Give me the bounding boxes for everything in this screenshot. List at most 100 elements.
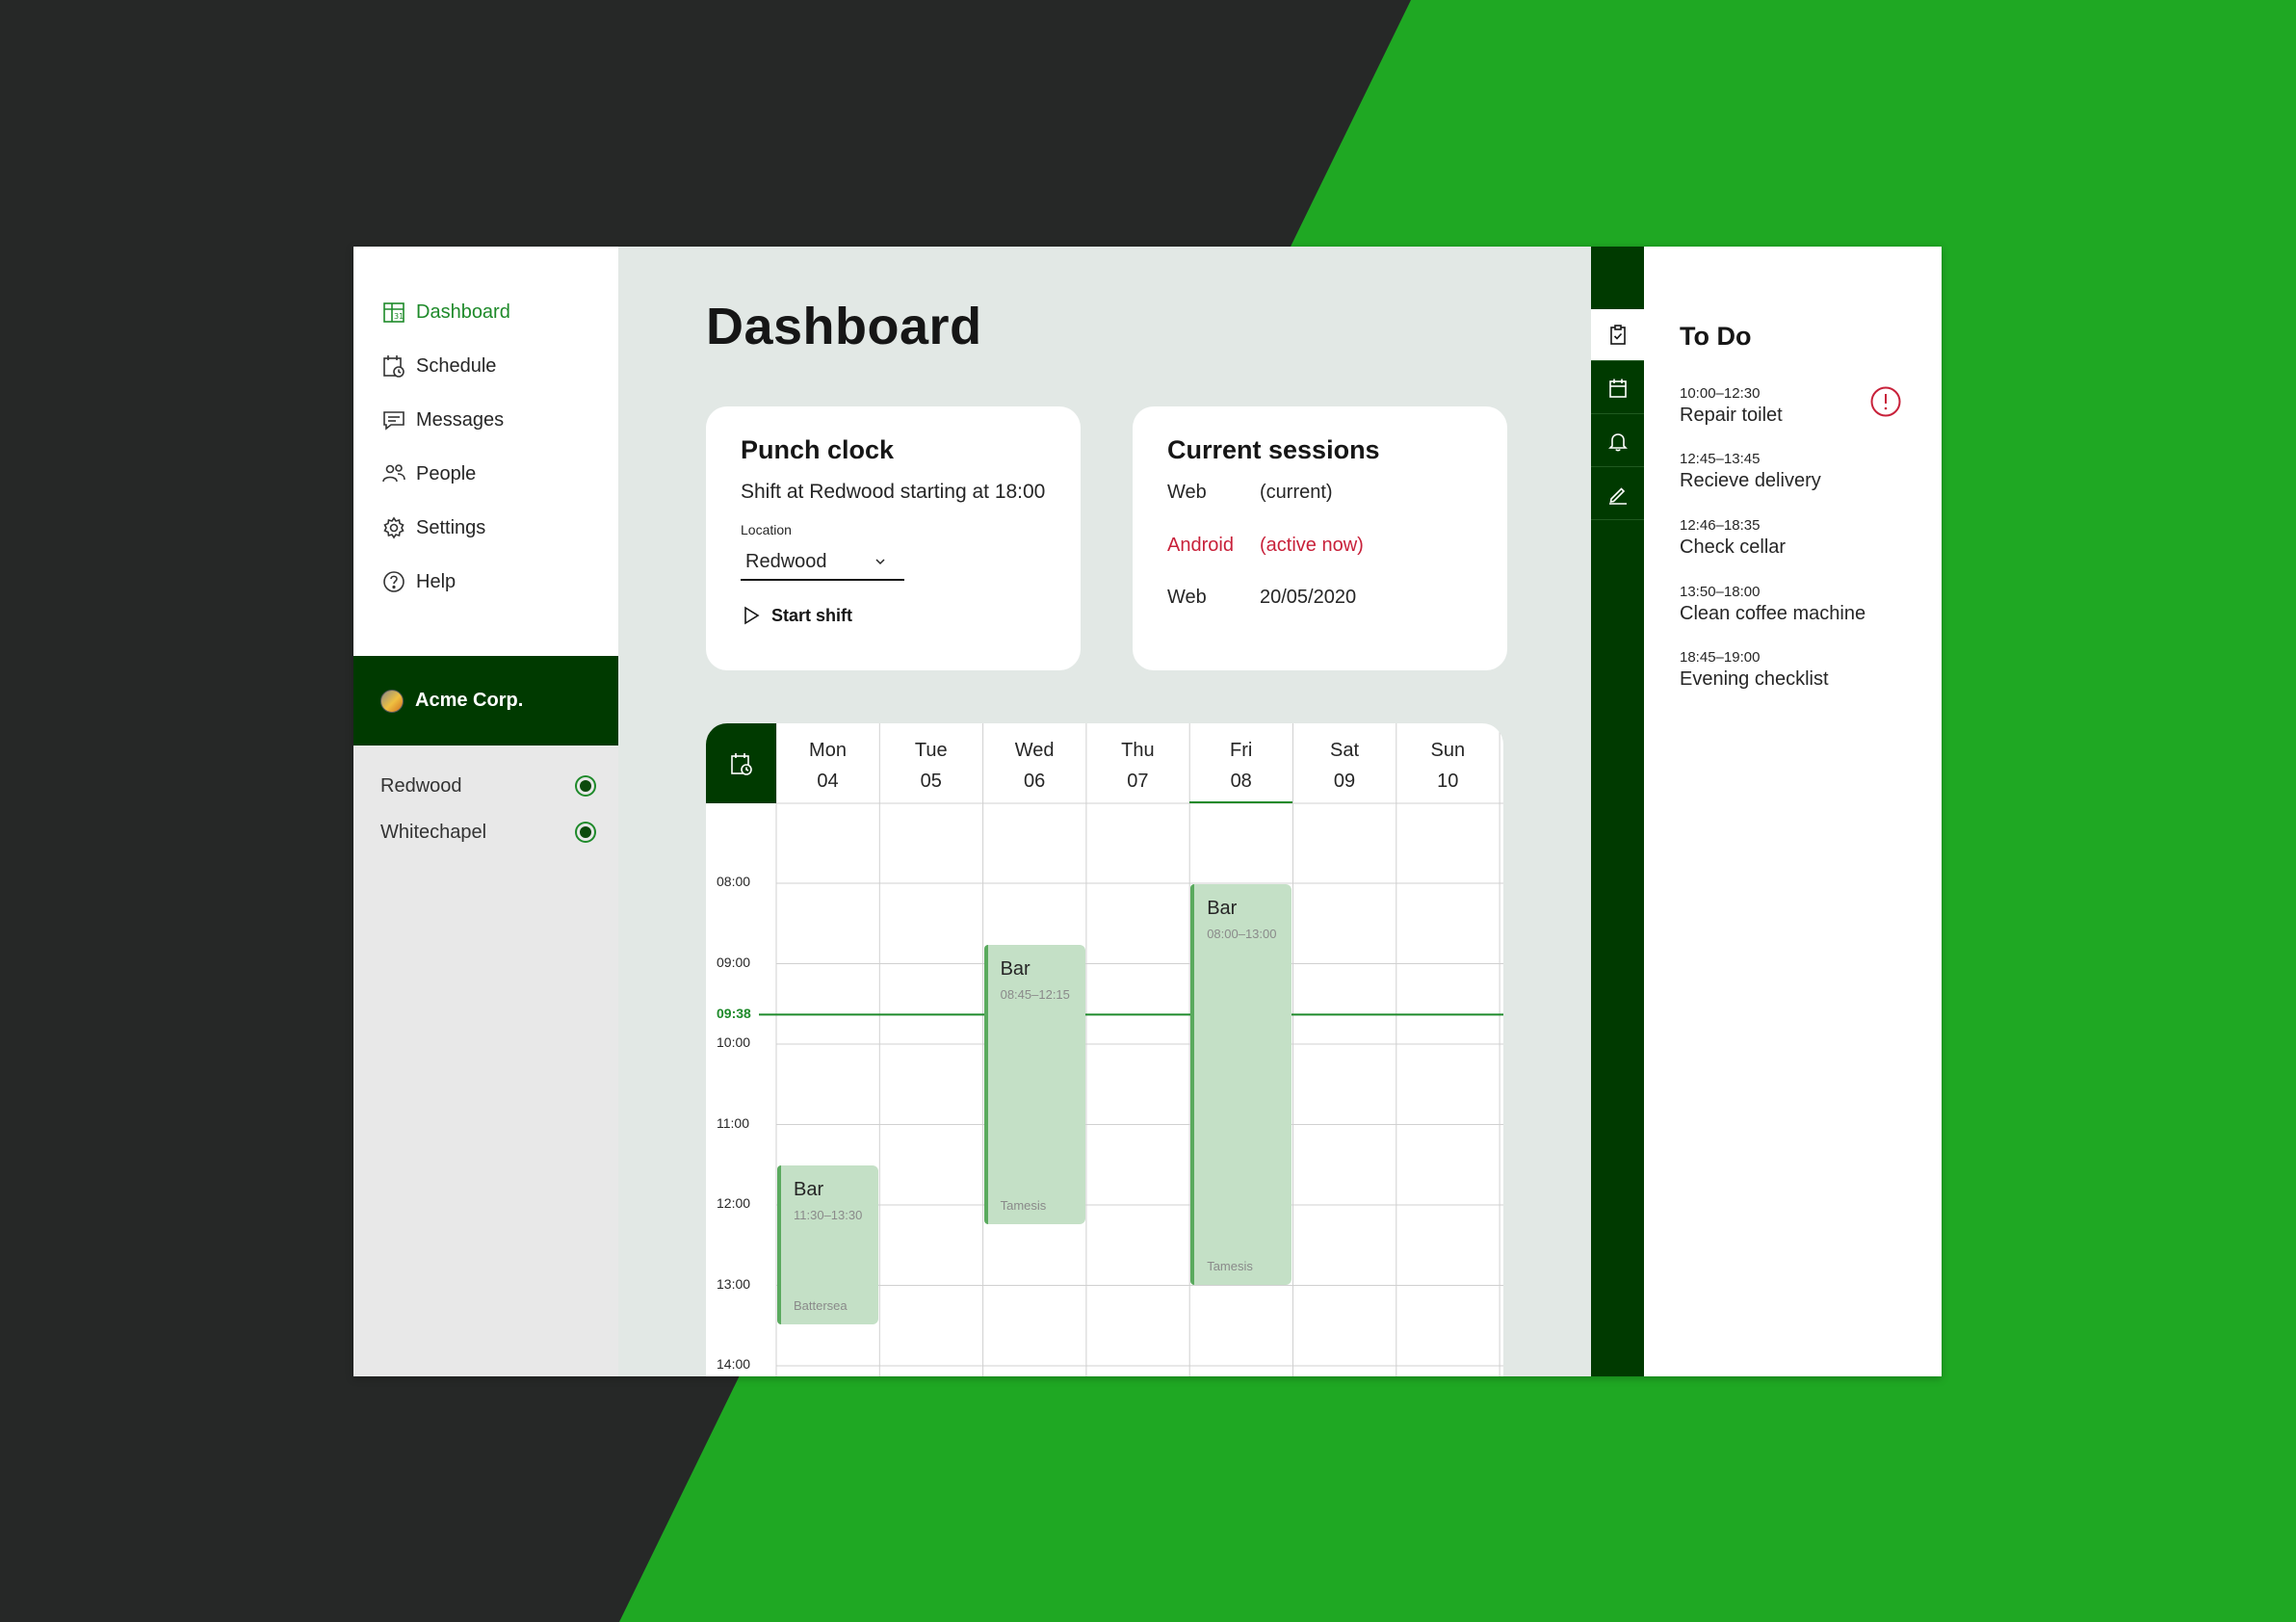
shift-info: Shift at Redwood starting at 18:00 bbox=[741, 481, 1046, 503]
nav-item-people[interactable]: People bbox=[381, 455, 476, 493]
todo-time: 18:45–19:00 bbox=[1680, 649, 1761, 666]
schedule-clock-icon bbox=[383, 355, 404, 378]
todo-text: Repair toilet bbox=[1680, 405, 1783, 426]
nav-item-help[interactable]: Help bbox=[381, 562, 456, 601]
session-row: Android (active now) bbox=[1167, 535, 1364, 563]
todo-text: Check cellar bbox=[1680, 536, 1787, 558]
right-rail bbox=[1591, 247, 1644, 1376]
org-switcher[interactable]: Acme Corp. bbox=[353, 656, 618, 746]
rail-todo-button[interactable] bbox=[1591, 309, 1644, 361]
hour-label: 12:00 bbox=[717, 1195, 751, 1211]
schedule-clock-icon bbox=[730, 752, 752, 775]
session-device: Android bbox=[1167, 535, 1234, 556]
nav-item-schedule[interactable]: Schedule bbox=[381, 347, 496, 385]
event-time: 08:45–12:15 bbox=[1000, 986, 1070, 1002]
dashboard-calendar-icon: 31 bbox=[383, 302, 404, 323]
nav-label: Messages bbox=[416, 408, 505, 431]
start-shift-button[interactable]: Start shift bbox=[741, 601, 852, 630]
day-header-wed[interactable]: Wed 06 bbox=[983, 723, 1086, 803]
location-item-whitechapel[interactable]: Whitechapel bbox=[380, 815, 594, 850]
status-dot bbox=[577, 777, 594, 795]
nav-item-settings[interactable]: Settings bbox=[381, 509, 485, 547]
day-name: Tue bbox=[914, 740, 948, 761]
day-header-sat[interactable]: Sat 09 bbox=[1293, 723, 1396, 803]
hour-label: 09:00 bbox=[717, 954, 751, 970]
nav-item-dashboard[interactable]: 31 Dashboard bbox=[381, 293, 510, 331]
day-header-mon[interactable]: Mon 04 bbox=[776, 723, 879, 803]
hour-label: 08:00 bbox=[717, 874, 751, 889]
org-name: Acme Corp. bbox=[415, 690, 524, 711]
day-number: 08 bbox=[1230, 771, 1252, 792]
nav-item-messages[interactable]: Messages bbox=[381, 401, 504, 439]
session-status: 20/05/2020 bbox=[1260, 587, 1357, 608]
session-status: (active now) bbox=[1260, 535, 1364, 556]
session-status: (current) bbox=[1260, 482, 1333, 503]
todo-text: Evening checklist bbox=[1680, 668, 1829, 690]
rail-calendar-button[interactable] bbox=[1591, 362, 1644, 414]
day-header-tue[interactable]: Tue 05 bbox=[879, 723, 982, 803]
bell-icon bbox=[1607, 432, 1628, 451]
location-name: Whitechapel bbox=[380, 821, 487, 843]
day-name: Fri bbox=[1230, 740, 1253, 761]
todo-text: Clean coffee machine bbox=[1680, 603, 1866, 624]
shift-event[interactable]: Bar 08:00–13:00 Tamesis bbox=[1190, 884, 1292, 1285]
day-header-sun[interactable]: Sun 10 bbox=[1396, 723, 1500, 803]
location-name: Redwood bbox=[380, 774, 462, 797]
event-location: Battersea bbox=[794, 1298, 848, 1314]
todo-item[interactable]: 12:45–13:45 Recieve delivery bbox=[1680, 451, 1920, 493]
day-name: Mon bbox=[809, 740, 847, 761]
day-name: Sat bbox=[1329, 740, 1360, 761]
main-content: Dashboard Punch clock Shift at Redwood s… bbox=[618, 247, 1591, 1376]
todo-item[interactable]: 13:50–18:00 Clean coffee machine bbox=[1680, 584, 1920, 626]
todo-item[interactable]: 12:46–18:35 Check cellar bbox=[1680, 517, 1920, 560]
todo-item[interactable]: 10:00–12:30 Repair toilet bbox=[1680, 385, 1920, 428]
event-location: Tamesis bbox=[1207, 1258, 1253, 1273]
day-number: 04 bbox=[817, 771, 839, 792]
week-calendar: Mon 04 Tue 05 Wed 06 Thu 07 Fri 08 Sat 09 Sun 10 08:0… bbox=[706, 723, 1503, 1376]
todo-item[interactable]: 18:45–19:00 Evening checklist bbox=[1680, 649, 1920, 692]
hour-label: 14:00 bbox=[717, 1356, 751, 1372]
todo-title: To Do bbox=[1680, 322, 1752, 351]
location-label: Location bbox=[741, 522, 792, 537]
todo-time: 10:00–12:30 bbox=[1680, 385, 1761, 402]
location-select[interactable]: Redwood bbox=[741, 544, 904, 581]
day-number: 10 bbox=[1437, 771, 1459, 792]
event-name: Bar bbox=[1000, 957, 1031, 980]
app-window: 31 Dashboard Schedule Messages People Se… bbox=[353, 247, 1942, 1376]
current-sessions-card: Current sessions Web (current) Android (… bbox=[1133, 406, 1507, 670]
event-time: 08:00–13:00 bbox=[1207, 927, 1277, 941]
day-number: 06 bbox=[1023, 771, 1046, 792]
org-logo bbox=[380, 689, 404, 713]
card-title: Punch clock bbox=[741, 435, 895, 464]
sidebar-nav: 31 Dashboard Schedule Messages People Se… bbox=[353, 247, 618, 656]
shift-event[interactable]: Bar 08:45–12:15 Tamesis bbox=[983, 944, 1085, 1224]
start-shift-label: Start shift bbox=[771, 605, 853, 625]
todo-time: 12:45–13:45 bbox=[1680, 451, 1761, 467]
todo-text: Recieve delivery bbox=[1680, 470, 1821, 491]
card-title: Current sessions bbox=[1167, 435, 1380, 464]
calendar-grid bbox=[759, 723, 1503, 1376]
shift-event[interactable]: Bar 11:30–13:30 Battersea bbox=[777, 1165, 879, 1325]
sidebar: 31 Dashboard Schedule Messages People Se… bbox=[353, 247, 618, 1376]
todo-time: 13:50–18:00 bbox=[1680, 584, 1761, 600]
location-item-redwood[interactable]: Redwood bbox=[380, 769, 594, 803]
day-header-fri[interactable]: Fri 08 bbox=[1189, 723, 1293, 803]
event-location: Tamesis bbox=[1000, 1197, 1047, 1213]
day-name: Sun bbox=[1430, 740, 1466, 761]
nav-label: Dashboard bbox=[416, 301, 510, 323]
hour-label: 11:00 bbox=[717, 1114, 749, 1131]
session-device: Web bbox=[1167, 482, 1207, 503]
chevron-down-icon bbox=[875, 559, 885, 565]
hour-label: 13:00 bbox=[717, 1275, 751, 1292]
day-name: Wed bbox=[1014, 740, 1055, 761]
session-row: Web (current) bbox=[1167, 482, 1333, 510]
nav-label: Help bbox=[416, 570, 457, 592]
day-header-thu[interactable]: Thu 07 bbox=[1086, 723, 1189, 803]
rail-edit-button[interactable] bbox=[1591, 468, 1644, 520]
todo-panel: To Do 10:00–12:30 Repair toilet 12:45–13… bbox=[1644, 247, 1942, 1376]
calendar-view-button[interactable] bbox=[706, 723, 776, 803]
todo-time: 12:46–18:35 bbox=[1680, 517, 1761, 534]
event-time: 11:30–13:30 bbox=[794, 1208, 863, 1223]
rail-notifications-button[interactable] bbox=[1591, 415, 1644, 467]
location-select-value: Redwood bbox=[745, 550, 827, 572]
